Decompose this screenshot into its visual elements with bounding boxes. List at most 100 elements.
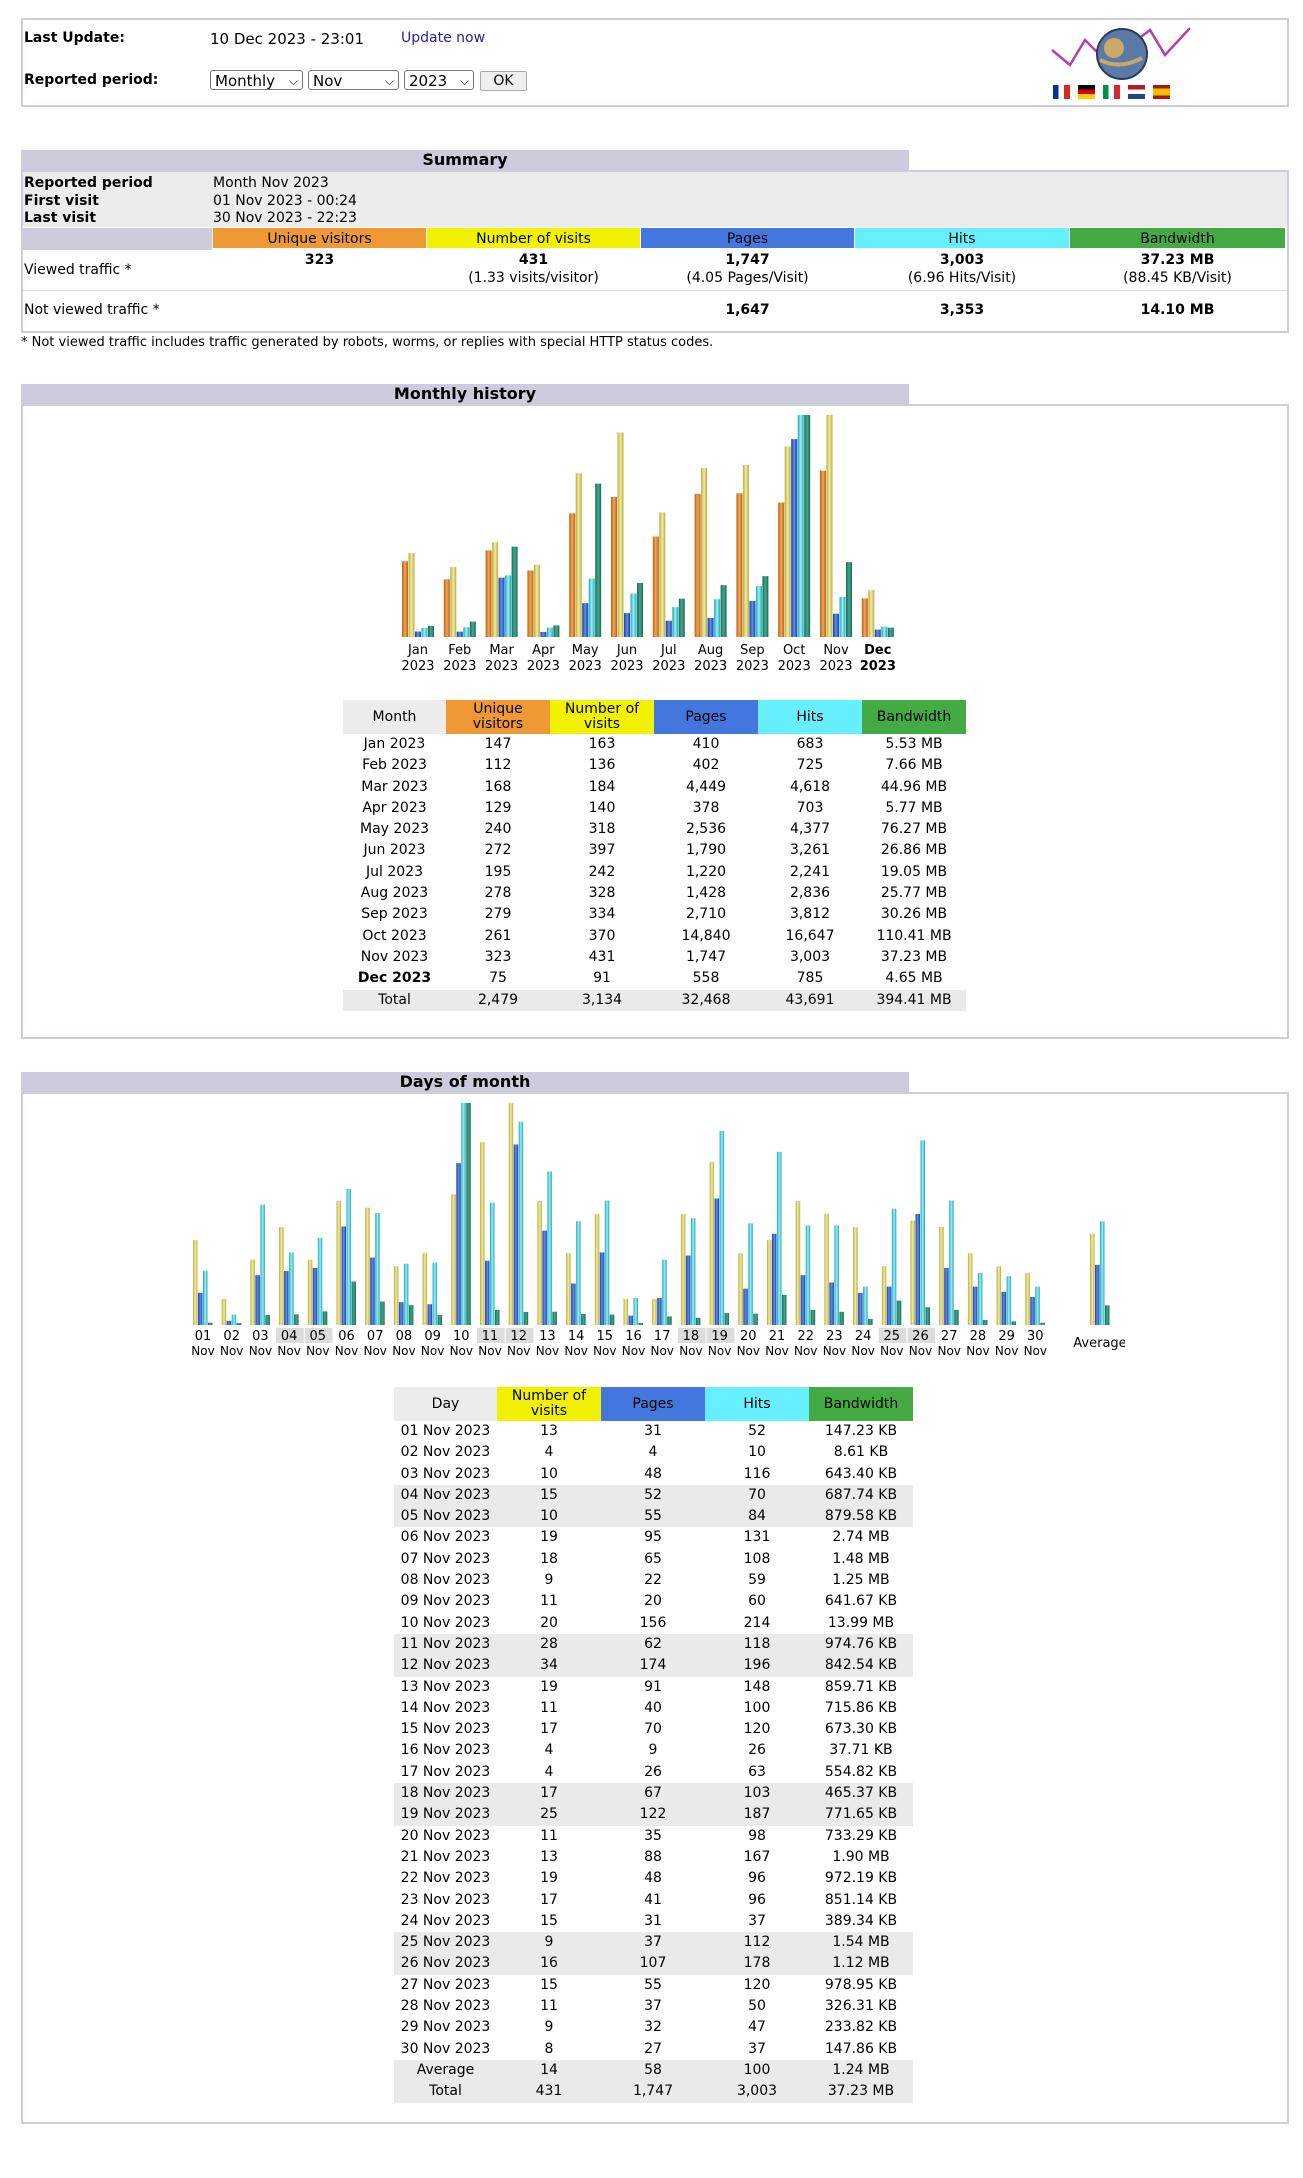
- day-bar-bandwidth: [294, 1314, 299, 1325]
- month-row-month: May 2023: [359, 821, 430, 838]
- day-row-bandwidth: 972.19 KB: [824, 1870, 898, 1887]
- update-now-link[interactable]: Update now: [401, 30, 486, 46]
- day-row-visits: 8: [544, 2040, 554, 2057]
- month-bar-hits: [797, 415, 804, 637]
- month-row-pages: 1,790: [685, 842, 727, 859]
- day-row-bandwidth: 1.90 MB: [832, 1848, 890, 1865]
- month-bar-unique: [736, 493, 743, 637]
- day-row-pages: 95: [644, 1529, 662, 1546]
- day-row-pages: 40: [644, 1699, 662, 1716]
- month-row: Oct 2023 261 370 14,840 16,647 110.41 MB: [343, 926, 966, 947]
- day-row-day: 24 Nov 2023: [400, 1912, 491, 1929]
- month-bar-unique: [611, 496, 617, 637]
- day-row-hits: 108: [743, 1550, 771, 1567]
- month-bar-unique: [820, 470, 826, 637]
- day-row: 05 Nov 2023 10 55 84 879.58 KB: [394, 1506, 913, 1528]
- es-flag-icon[interactable]: [1153, 85, 1170, 99]
- day-total-row-day: Total: [429, 2083, 462, 2100]
- sum-last-value: 30 Nov 2023 - 22:23: [213, 210, 357, 226]
- sum-reported-value: Month Nov 2023: [213, 175, 329, 191]
- day-row-pages: 9: [648, 1742, 658, 1759]
- month-row-hits: 2,836: [789, 885, 831, 902]
- month-row-month: Jun 2023: [363, 842, 426, 859]
- day-row-visits: 10: [540, 1508, 558, 1525]
- month-total-row-month: Total: [378, 991, 411, 1008]
- nl-flag-icon[interactable]: [1128, 85, 1145, 99]
- day-row: 03 Nov 2023 10 48 116 643.40 KB: [394, 1464, 913, 1485]
- year-tick-label: 2023: [569, 659, 602, 674]
- day-month-label: Nov: [450, 1344, 473, 1358]
- day-average-row-day: Average: [416, 2061, 475, 2078]
- day-bar-hits: [748, 1223, 753, 1325]
- month-row-unique: 278: [484, 885, 512, 902]
- month-row-month: Aug 2023: [360, 885, 429, 902]
- day-bar-bandwidth: [236, 1323, 242, 1325]
- day-total-row-hits: 3,003: [736, 2083, 778, 2100]
- day-row: 29 Nov 2023 9 32 47 233.82 KB: [394, 2017, 913, 2038]
- day-bar-bandwidth: [925, 1307, 930, 1325]
- period-type-select[interactable]: Monthly: [210, 70, 303, 91]
- de-flag-icon[interactable]: [1078, 85, 1095, 99]
- day-row-pages: 107: [639, 1955, 667, 1972]
- day-row-bandwidth: 1.54 MB: [832, 1934, 890, 1951]
- day-row-day: 19 Nov 2023: [400, 1806, 491, 1823]
- day-row-visits: 11: [540, 1827, 558, 1844]
- it-flag-icon[interactable]: [1103, 85, 1120, 99]
- sum-viewed-hits-sub: (6.96 Hits/Visit): [907, 270, 1017, 286]
- month-bar-bandwidth: [887, 627, 894, 637]
- ok-button[interactable]: OK: [480, 71, 527, 91]
- day-row-pages: 52: [644, 1486, 662, 1503]
- sum-first-label: First visit: [24, 193, 99, 209]
- month-bar-visits: [575, 473, 582, 637]
- month-bar-bandwidth: [804, 415, 811, 637]
- day-bar-bandwidth: [523, 1311, 529, 1325]
- day-row-visits: 18: [540, 1550, 558, 1567]
- period-month-select[interactable]: Nov: [308, 70, 399, 91]
- day-row-hits: 98: [748, 1827, 766, 1844]
- day-row-bandwidth: 978.95 KB: [824, 1976, 898, 1993]
- sum-col-bandwidth: Bandwidth: [1070, 228, 1285, 248]
- month-row-bandwidth: 76.27 MB: [880, 821, 948, 838]
- day-row-visits: 4: [544, 1742, 554, 1759]
- day-row: 27 Nov 2023 15 55 120 978.95 KB: [394, 1975, 913, 1996]
- day-row: 20 Nov 2023 11 35 98 733.29 KB: [394, 1826, 913, 1847]
- sum-viewed-hits: 3,003: [939, 252, 985, 268]
- sum-last-label: Last visit: [24, 210, 97, 226]
- day-row-bandwidth: 771.65 KB: [824, 1806, 898, 1823]
- month-row: Sep 2023 279 334 2,710 3,812 30.26 MB: [343, 904, 966, 925]
- day-row-pages: 55: [644, 1976, 662, 1993]
- day-bar-hits: [1035, 1286, 1040, 1325]
- day-row-bandwidth: 389.34 KB: [824, 1912, 898, 1929]
- day-row-bandwidth: 641.67 KB: [824, 1593, 898, 1610]
- year-tick-label: 2023: [527, 659, 560, 674]
- month-row-month: Oct 2023: [362, 927, 427, 944]
- average-bar-pages: [1095, 1264, 1100, 1325]
- day-month-label: Nov: [507, 1344, 530, 1358]
- month-row-month: Sep 2023: [361, 906, 428, 923]
- month-bar-bandwidth: [846, 562, 852, 637]
- day-row-day: 06 Nov 2023: [400, 1529, 491, 1546]
- day-bar-hits: [317, 1237, 323, 1325]
- month-row-visits: 242: [588, 863, 616, 880]
- month-bar-visits: [492, 542, 499, 637]
- month-row-pages: 14,840: [681, 927, 731, 944]
- month-row-visits: 184: [588, 778, 616, 795]
- day-bar-bandwidth: [782, 1294, 787, 1325]
- period-year-select[interactable]: 2023: [404, 70, 474, 91]
- mh-col-visits: Number of visits: [550, 700, 654, 734]
- day-bar-pages: [886, 1286, 892, 1325]
- day-row-visits: 25: [540, 1806, 558, 1823]
- day-row-bandwidth: 37.71 KB: [829, 1742, 893, 1759]
- day-row-day: 22 Nov 2023: [400, 1870, 491, 1887]
- day-row-hits: 100: [743, 1699, 771, 1716]
- year-tick-label: 2023: [485, 659, 518, 674]
- fr-flag-icon[interactable]: [1053, 85, 1070, 99]
- day-row-hits: 50: [748, 1998, 766, 2015]
- month-row-pages: 4,449: [685, 778, 727, 795]
- sum-col-unique: Unique visitors: [213, 228, 426, 248]
- day-bar-pages: [944, 1267, 949, 1325]
- day-row-hits: 10: [748, 1444, 766, 1461]
- month-bar-visits: [659, 512, 666, 637]
- day-row-pages: 35: [644, 1827, 662, 1844]
- day-row-day: 12 Nov 2023: [400, 1657, 491, 1674]
